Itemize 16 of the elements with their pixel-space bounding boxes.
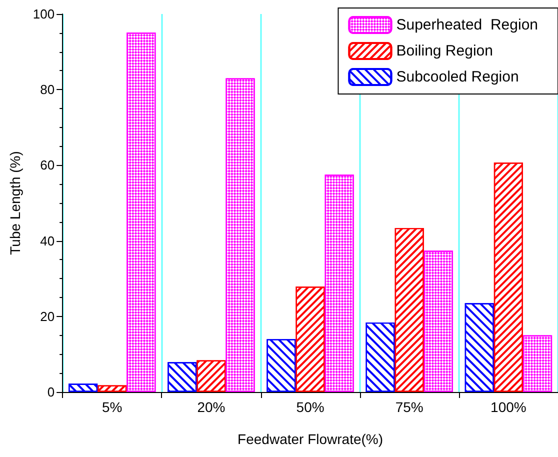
legend-label: Subcooled Region [396, 68, 519, 86]
y-tick-label: 0 [47, 384, 55, 400]
y-axis-title: Tube Length (%) [7, 151, 23, 255]
x-tick-label: 50% [296, 399, 324, 415]
y-tick-label: 20 [40, 308, 55, 324]
x-axis-title: Feedwater Flowrate(%) [238, 431, 384, 447]
y-tick-label: 80 [40, 82, 55, 98]
y-tick-label: 100 [32, 6, 55, 22]
legend-label: Superheated Region [396, 16, 538, 34]
y-tick-label: 40 [40, 233, 55, 248]
y-tick-label: 60 [40, 158, 55, 173]
legend-label: Boiling Region [396, 42, 493, 60]
x-tick-label: 100% [490, 399, 526, 415]
x-tick-label: 20% [197, 399, 226, 415]
x-tick-label: 5% [102, 399, 122, 415]
x-tick-label: 75% [395, 399, 424, 415]
